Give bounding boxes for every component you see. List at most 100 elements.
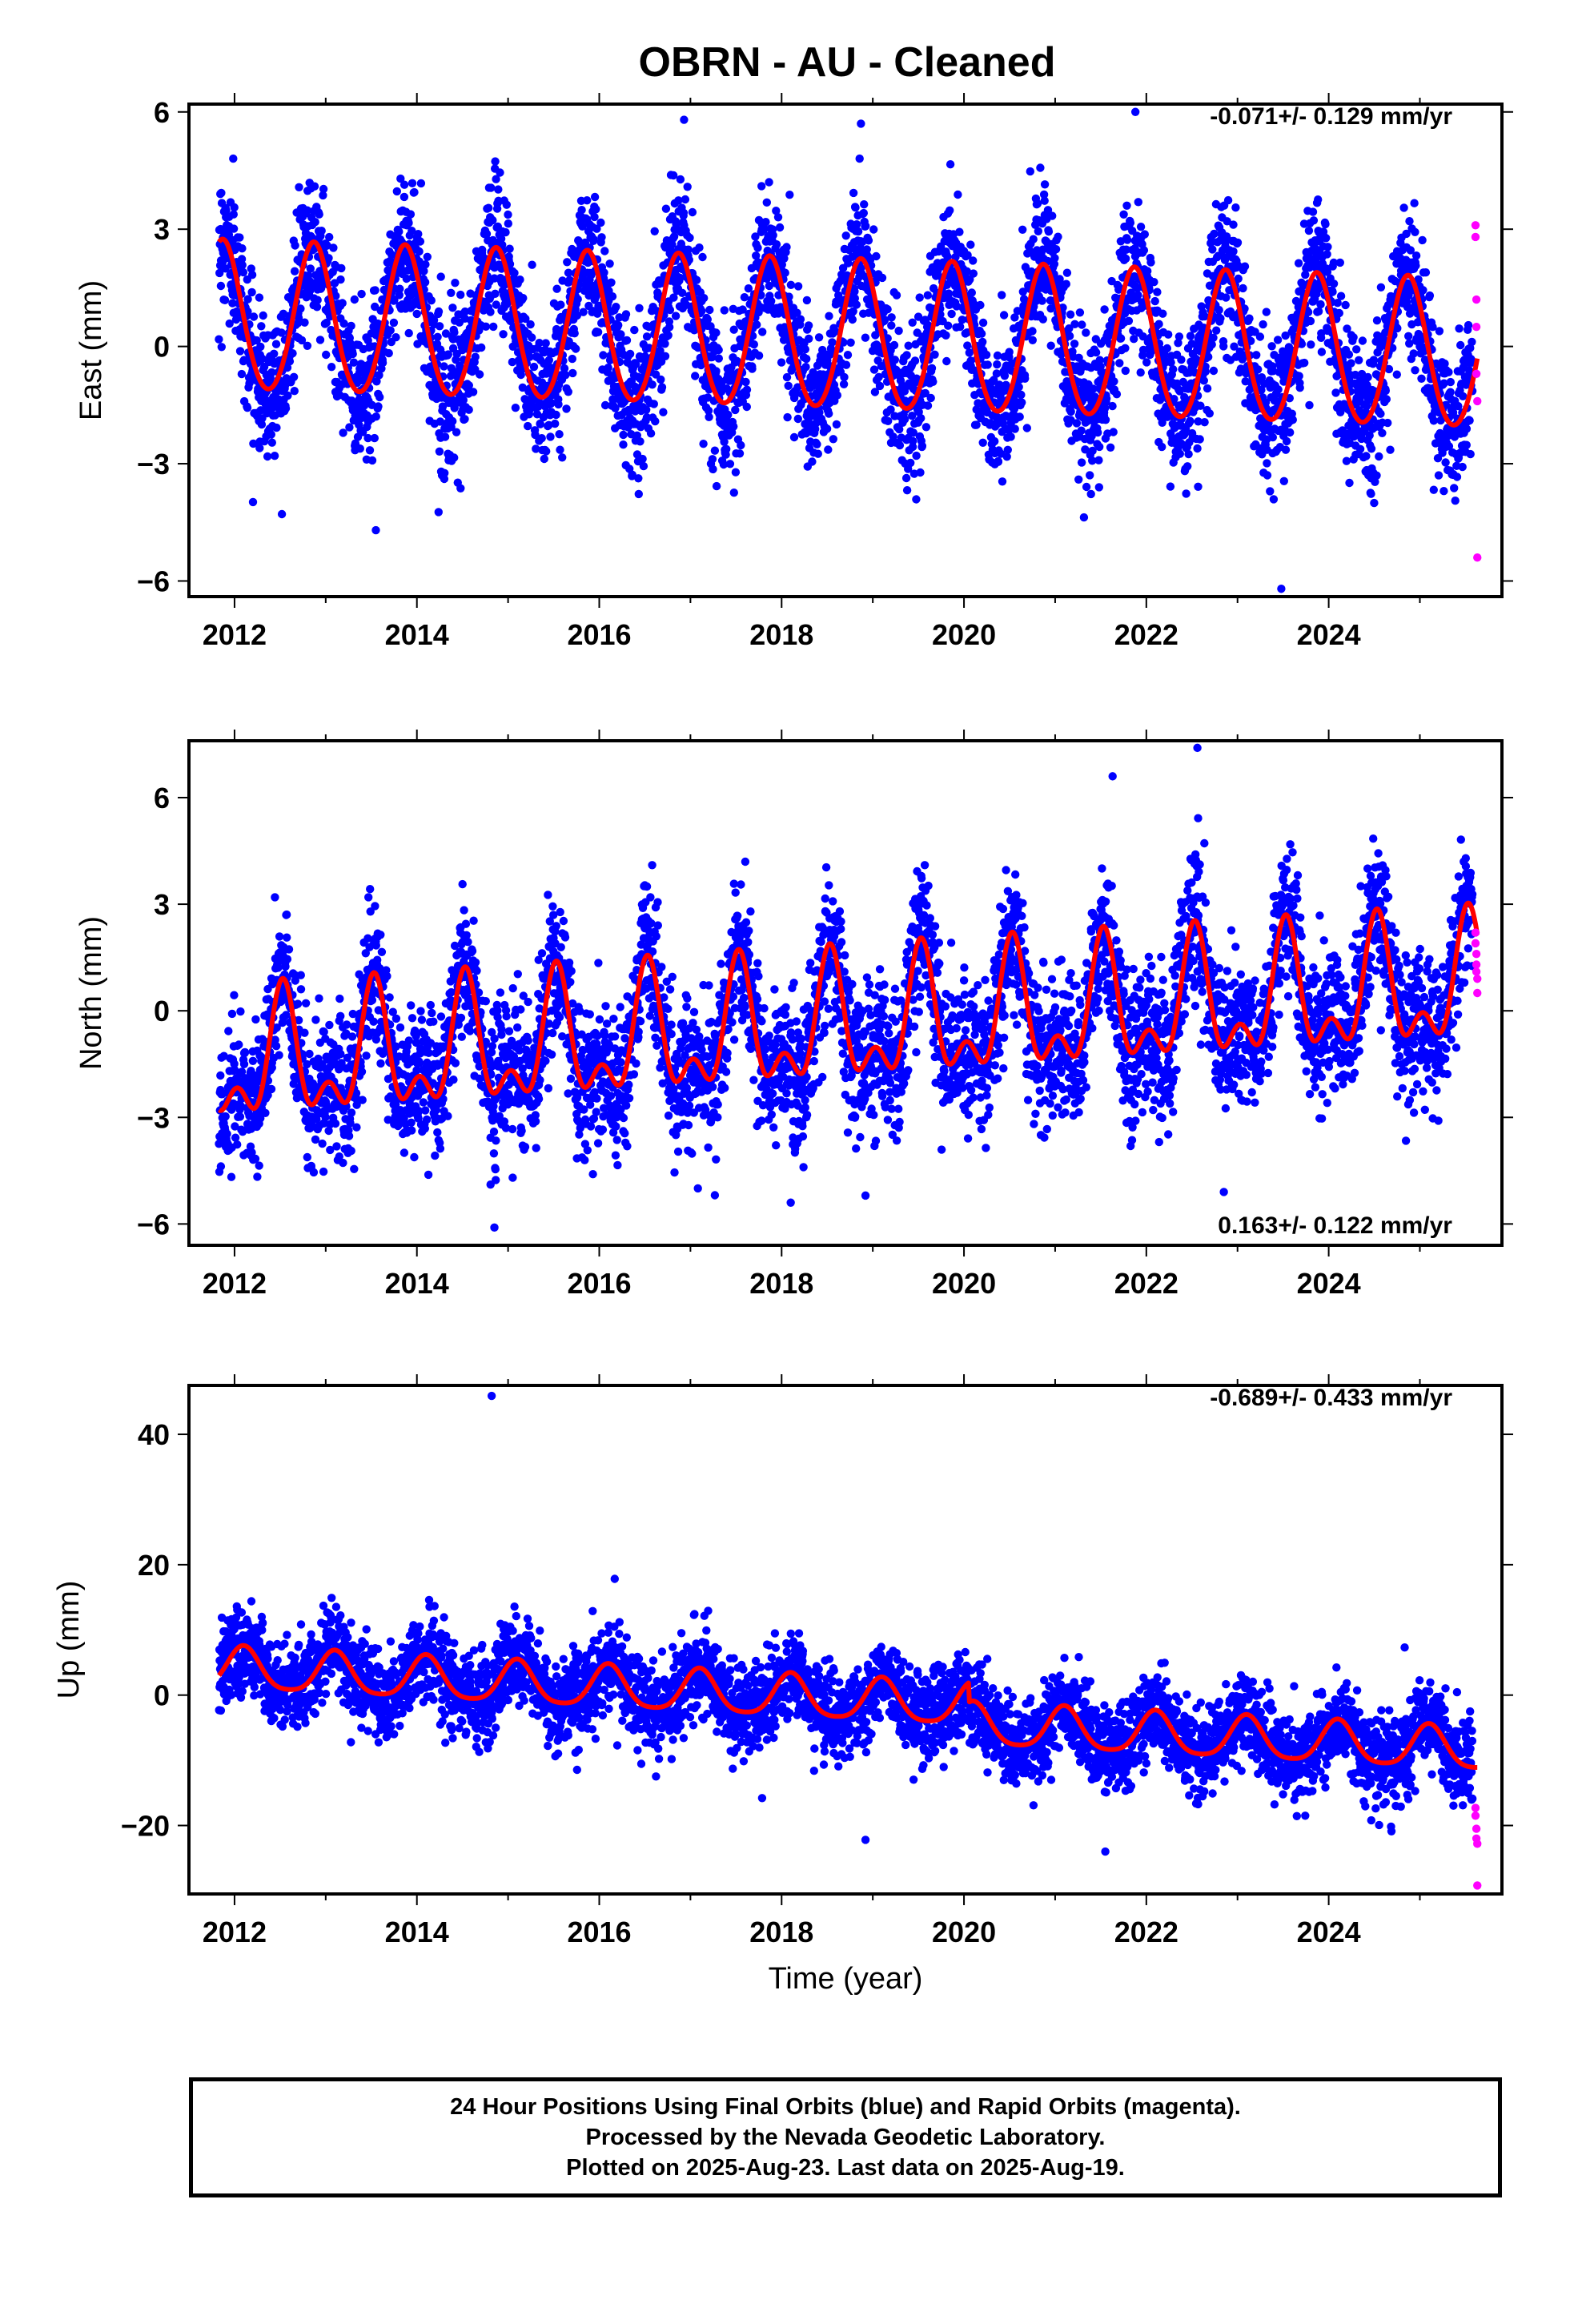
- final-orbit-point: [1091, 348, 1101, 357]
- final-orbit-point: [782, 243, 791, 251]
- final-orbit-point: [271, 340, 281, 348]
- final-orbit-point: [944, 321, 953, 330]
- final-orbit-point: [355, 444, 364, 453]
- final-orbit-point: [372, 377, 381, 386]
- final-orbit-point: [676, 175, 685, 184]
- final-orbit-point: [384, 348, 393, 358]
- final-orbit-point: [738, 305, 747, 314]
- final-orbit-point: [528, 333, 536, 342]
- final-orbit-point: [883, 305, 892, 314]
- final-orbit-point: [1022, 424, 1032, 432]
- final-orbit-point: [671, 312, 681, 320]
- final-orbit-point: [1386, 445, 1395, 454]
- final-orbit-point: [481, 322, 491, 331]
- final-orbit-point: [1286, 428, 1295, 437]
- final-orbit-point: [235, 1040, 243, 1049]
- rapid-orbit-point: [1473, 553, 1482, 562]
- final-orbit-point: [757, 291, 765, 300]
- final-orbit-point: [589, 235, 598, 244]
- final-orbit-point: [1352, 345, 1361, 354]
- final-orbit-point: [1239, 283, 1247, 293]
- final-orbit-point: [773, 213, 783, 222]
- final-orbit-point: [895, 440, 905, 450]
- final-orbit-point: [433, 332, 442, 341]
- final-orbit-point: [1074, 475, 1083, 484]
- x-tick-label: 2016: [567, 618, 631, 651]
- final-orbit-point: [478, 245, 487, 255]
- final-orbit-point: [267, 368, 276, 377]
- final-orbit-point: [475, 370, 484, 379]
- final-orbit-point: [683, 183, 692, 191]
- final-orbit-outlier-point: [1277, 585, 1286, 593]
- final-orbit-point: [239, 1059, 249, 1069]
- final-orbit-point: [370, 433, 379, 443]
- final-orbit-point: [568, 368, 577, 378]
- final-orbit-point: [942, 356, 951, 366]
- final-orbit-point: [900, 415, 909, 424]
- final-orbit-point: [1183, 462, 1192, 471]
- final-orbit-point: [697, 307, 706, 316]
- final-orbit-point: [243, 295, 252, 304]
- final-orbit-point: [532, 444, 540, 453]
- final-orbit-point: [531, 430, 540, 440]
- final-orbit-point: [1048, 211, 1057, 220]
- final-orbit-point: [1051, 245, 1061, 254]
- final-orbit-point: [841, 360, 851, 369]
- final-orbit-point: [501, 227, 510, 237]
- final-orbit-point: [1419, 286, 1427, 295]
- final-orbit-point: [337, 263, 346, 273]
- final-orbit-point: [229, 154, 238, 163]
- final-orbit-point: [1321, 219, 1330, 229]
- final-orbit-point: [252, 336, 261, 345]
- final-orbit-point: [698, 252, 707, 262]
- final-orbit-point: [824, 445, 833, 454]
- final-orbit-point: [846, 338, 855, 347]
- final-orbit-point: [229, 224, 239, 233]
- final-orbit-point: [505, 259, 515, 268]
- final-orbit-point: [306, 264, 315, 273]
- final-orbit-point: [917, 414, 926, 423]
- final-orbit-point: [519, 294, 528, 303]
- x-tick-label: 2020: [932, 618, 996, 651]
- final-orbit-point: [1405, 217, 1414, 226]
- final-orbit-point: [777, 358, 786, 367]
- final-orbit-point: [249, 439, 258, 448]
- final-orbit-point: [471, 352, 480, 361]
- final-orbit-point: [1122, 235, 1132, 244]
- final-orbit-point: [1322, 234, 1331, 243]
- final-orbit-point: [541, 339, 550, 348]
- final-orbit-point: [535, 339, 544, 348]
- final-orbit-point: [440, 468, 449, 477]
- final-orbit-point: [290, 387, 299, 396]
- final-orbit-point: [1005, 348, 1014, 356]
- final-orbit-point: [929, 377, 938, 386]
- final-orbit-point: [406, 210, 416, 219]
- final-orbit-point: [350, 295, 359, 304]
- final-orbit-point: [599, 351, 608, 360]
- final-orbit-point: [504, 219, 512, 228]
- final-orbit-point: [600, 247, 609, 255]
- final-orbit-point: [1199, 376, 1209, 385]
- final-orbit-point: [902, 486, 912, 495]
- x-tick-label: 2018: [749, 618, 813, 651]
- final-orbit-point: [1066, 310, 1075, 319]
- final-orbit-point: [564, 388, 572, 396]
- final-orbit-point: [1233, 238, 1243, 247]
- final-orbit-point: [884, 416, 893, 425]
- final-orbit-point: [1456, 340, 1465, 350]
- final-orbit-point: [221, 1112, 230, 1121]
- final-orbit-point: [791, 389, 801, 398]
- y-tick-label: 3: [154, 213, 170, 246]
- final-orbit-point: [237, 369, 247, 379]
- final-orbit-point: [247, 287, 256, 297]
- final-orbit-points: [215, 743, 1477, 1232]
- final-orbit-point: [1139, 246, 1149, 255]
- final-orbit-point: [678, 288, 687, 297]
- final-orbit-point: [1369, 356, 1379, 364]
- final-orbit-point: [729, 422, 738, 431]
- final-orbit-point: [1108, 401, 1117, 411]
- final-orbit-point: [311, 218, 319, 227]
- final-orbit-point: [303, 341, 312, 350]
- final-orbit-point: [347, 321, 355, 331]
- final-orbit-point: [288, 349, 297, 358]
